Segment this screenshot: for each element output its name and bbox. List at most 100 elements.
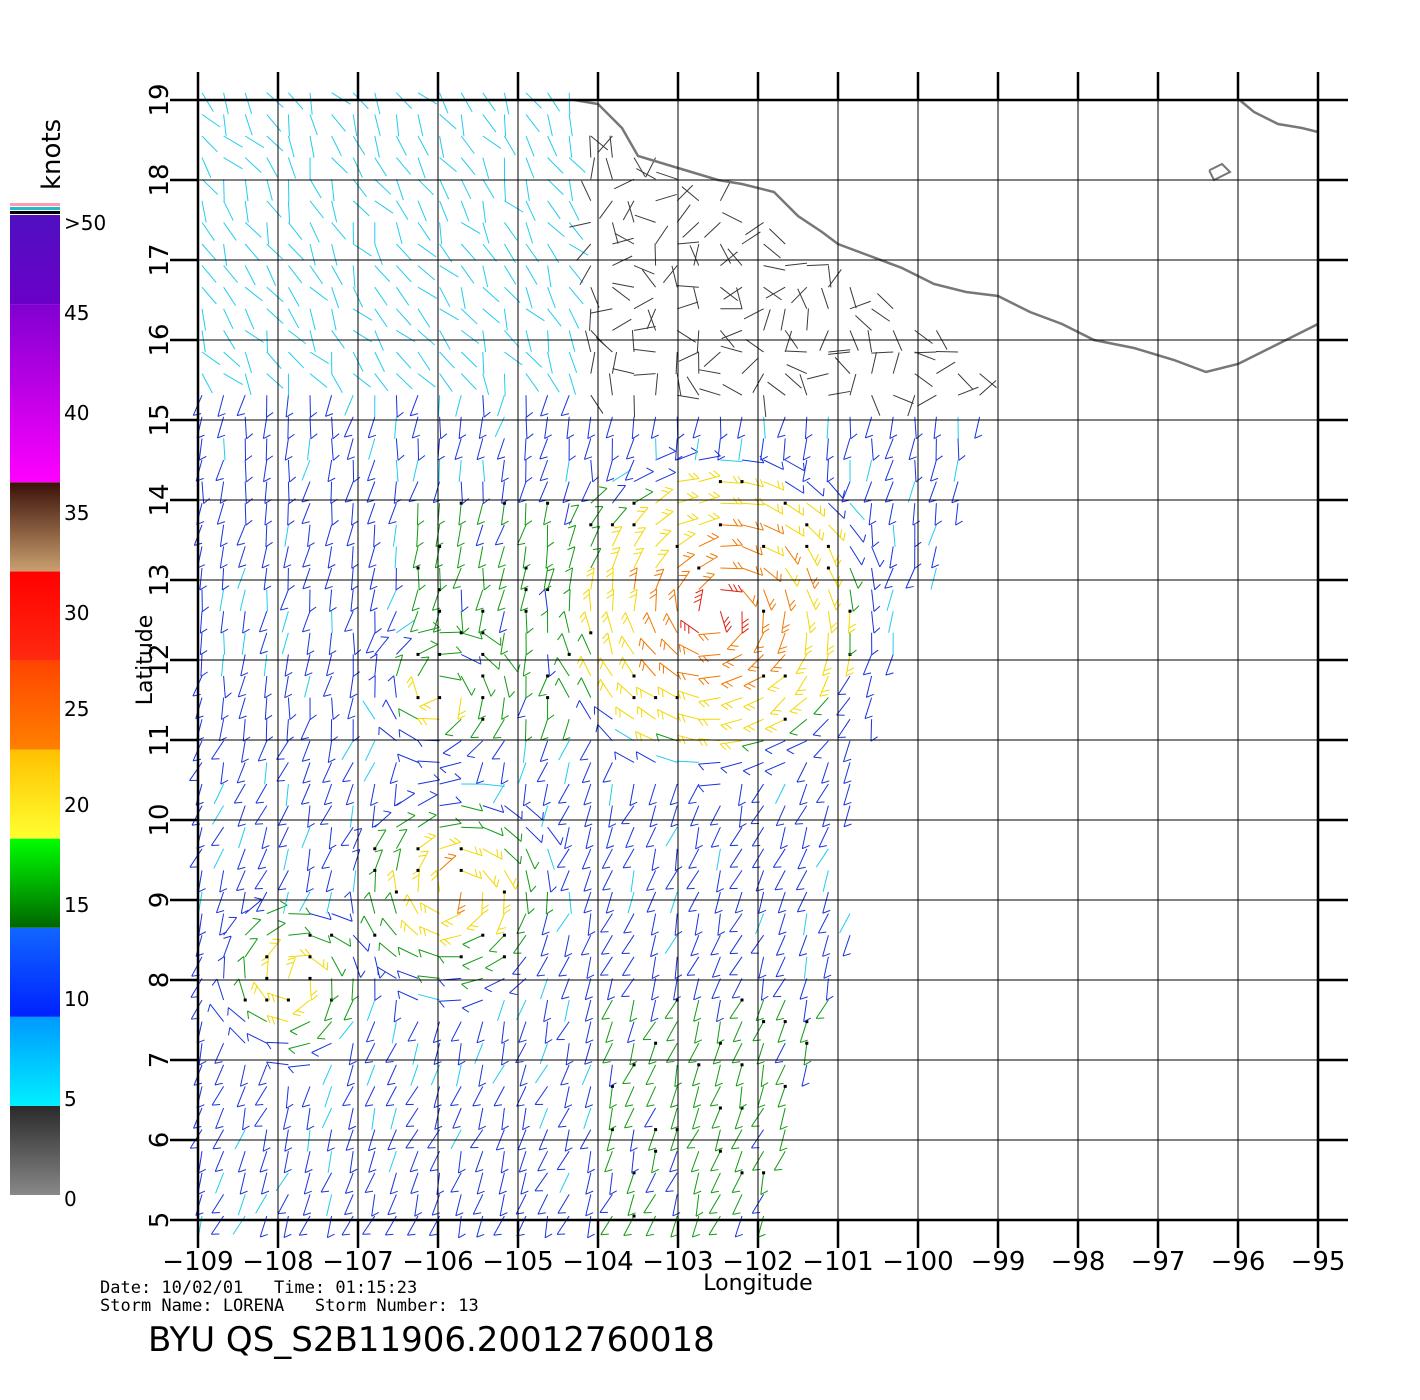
wind-barb <box>266 1061 289 1070</box>
wind-barb <box>416 833 437 851</box>
wind-barb <box>600 913 613 933</box>
wind-barb <box>827 611 838 634</box>
wind-barb <box>614 729 635 742</box>
wind-barb <box>374 351 385 372</box>
wind-barb <box>309 200 324 219</box>
x-tick-label: −97 <box>1131 1247 1186 1277</box>
wind-barb <box>565 1043 574 1066</box>
wind-barb <box>438 999 462 1008</box>
wind-barb <box>560 395 570 417</box>
wind-barb <box>417 286 438 299</box>
wind-barb <box>352 114 358 137</box>
wind-barb <box>287 114 290 137</box>
wind-barb <box>655 446 677 461</box>
wind-barb <box>801 1064 810 1087</box>
wind-barb <box>727 248 743 266</box>
wind-barb <box>855 315 872 331</box>
wind-barb <box>729 998 744 1019</box>
wind-barb <box>525 243 540 263</box>
wind-barb <box>732 1194 743 1215</box>
wind-barb <box>432 609 442 633</box>
wind-barb <box>309 92 313 115</box>
wind-barb <box>419 696 442 711</box>
wind-barb <box>264 697 273 720</box>
x-tick-label: −109 <box>162 1247 233 1277</box>
wind-barb <box>693 243 700 266</box>
wind-barb <box>677 447 698 461</box>
wind-barb <box>557 805 570 826</box>
wind-barb <box>734 1151 743 1173</box>
wind-barb <box>794 805 808 825</box>
wind-barb <box>646 1086 657 1107</box>
wind-barb <box>302 1194 312 1216</box>
wind-barb <box>242 1107 250 1131</box>
wind-barb <box>211 740 225 760</box>
wind-barb <box>889 546 898 569</box>
wind-barb <box>365 1021 376 1043</box>
wind-barb <box>784 567 801 587</box>
wind-barb <box>694 913 703 936</box>
wind-barb <box>581 1064 592 1086</box>
wind-barb <box>686 956 700 976</box>
wind-barb <box>540 935 549 957</box>
wind-barb <box>458 501 467 526</box>
wind-barb <box>524 719 533 742</box>
wind-barb <box>437 438 445 461</box>
wind-barb <box>547 178 564 195</box>
wind-barb <box>498 567 507 590</box>
wind-barb <box>371 1107 376 1130</box>
wind-barb <box>626 1021 636 1044</box>
coastline <box>573 98 1319 374</box>
wind-barb <box>651 978 659 1001</box>
wind-barb <box>546 524 555 548</box>
wind-barb <box>452 1107 462 1129</box>
wind-barb <box>482 243 497 262</box>
wind-barb <box>288 948 311 958</box>
wind-barb <box>405 1086 419 1106</box>
wind-barb <box>466 740 484 758</box>
wind-barb <box>241 632 246 655</box>
wind-barb <box>576 656 592 677</box>
wind-barb <box>539 1107 549 1129</box>
wind-barb <box>244 459 253 483</box>
wind-barb <box>650 935 659 958</box>
wind-barb <box>500 1043 509 1066</box>
wind-barb <box>741 231 761 245</box>
wind-barb <box>457 1043 466 1066</box>
wind-barb <box>344 395 354 416</box>
wind-barb <box>547 222 565 237</box>
wind-barb <box>525 179 530 202</box>
wind-barb <box>201 113 221 128</box>
wind-barb <box>288 243 305 261</box>
wind-barb <box>214 1151 225 1173</box>
wind-barb <box>784 330 793 353</box>
wind-barb <box>762 544 784 557</box>
wind-barb <box>547 200 561 220</box>
wind-barb <box>260 1172 270 1195</box>
wind-barb <box>282 1107 291 1130</box>
wind-barb <box>721 697 743 710</box>
wind-barb <box>608 783 613 806</box>
wind-barb <box>547 870 557 893</box>
wind-barb <box>342 1086 354 1107</box>
wind-barb <box>364 1086 376 1107</box>
wind-barb <box>309 265 323 284</box>
wind-barb <box>718 475 743 484</box>
wind-barb <box>439 373 453 392</box>
wind-barb <box>677 713 699 723</box>
wind-barb <box>219 870 228 893</box>
wind-barb <box>309 911 332 921</box>
wind-barb <box>324 567 333 590</box>
wind-barb <box>568 114 573 137</box>
wind-barb <box>743 674 766 690</box>
wind-barb <box>482 351 485 374</box>
wind-barb <box>739 1086 747 1109</box>
wind-barb <box>211 1194 225 1214</box>
wind-barb <box>331 265 343 286</box>
wind-barb <box>481 631 502 646</box>
wind-barb <box>331 956 347 977</box>
wind-barb <box>785 262 808 267</box>
wind-barb <box>690 935 700 957</box>
wind-barb <box>654 243 657 266</box>
legend-label: 25 <box>64 697 89 721</box>
